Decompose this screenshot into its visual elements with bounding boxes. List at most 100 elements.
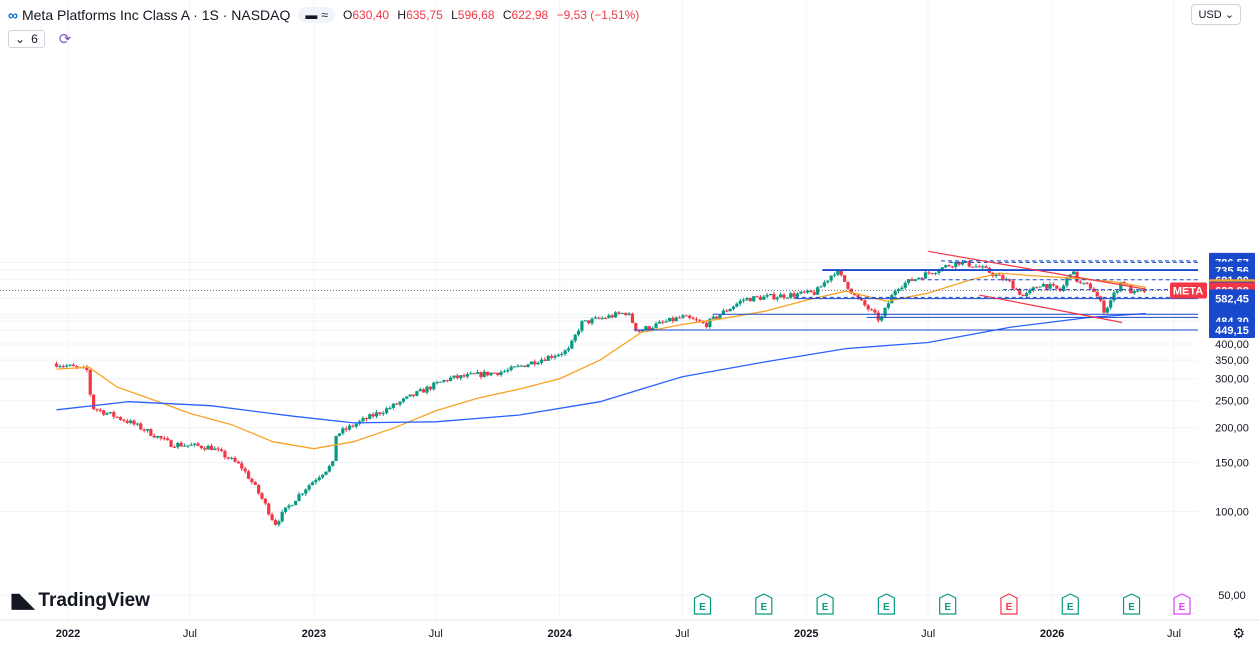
candle-body — [1129, 284, 1133, 294]
chevron-down-icon: ⌄ — [15, 32, 26, 46]
earnings-marker[interactable]: E — [1000, 593, 1018, 615]
candle-body — [765, 295, 769, 297]
earnings-marker[interactable]: E — [877, 593, 895, 615]
earnings-marker[interactable]: E — [693, 593, 712, 615]
candle-body — [1041, 284, 1045, 287]
candle-body — [849, 288, 853, 294]
candle-body — [472, 373, 476, 375]
candle-body — [135, 423, 139, 425]
candle-body — [539, 359, 544, 363]
candle-body — [368, 414, 372, 420]
earnings-marker[interactable]: E — [1122, 593, 1141, 615]
refresh-icon[interactable]: ⟳ — [58, 31, 72, 48]
price-tick-label: 50,00 — [1218, 590, 1246, 602]
gear-icon[interactable]: ⚙ — [1232, 625, 1245, 641]
candle-body — [347, 425, 352, 430]
time-tick-label: 2023 — [302, 628, 326, 640]
earnings-marker[interactable]: E — [755, 593, 773, 615]
candle-body — [145, 429, 150, 431]
candle-body — [704, 322, 709, 327]
candle-body — [947, 265, 951, 267]
candle-body — [826, 280, 830, 283]
candle-body — [149, 429, 153, 436]
candle-body — [896, 289, 901, 291]
chevron-down-icon: ⌄ — [1224, 9, 1234, 21]
candle-body — [1031, 287, 1035, 290]
candle-body — [758, 296, 763, 300]
candle-body — [839, 270, 843, 276]
candle-body — [273, 520, 278, 525]
candle-body — [752, 296, 756, 302]
time-axis: 2022 Jul 2023 Jul 2024 Jul 2025 Jul 2026 Jul — [0, 619, 1259, 640]
candle-body — [455, 375, 459, 379]
candle-body — [263, 498, 267, 504]
candle-body — [735, 303, 739, 307]
time-tick-label: 2026 — [1040, 628, 1064, 640]
candle-body — [226, 457, 230, 459]
candle-body — [779, 294, 783, 298]
candle-body — [728, 309, 732, 312]
earnings-marker-label: E — [883, 602, 890, 613]
candle-body — [981, 266, 985, 268]
indicators-toggle[interactable]: ⌄ 6 — [8, 30, 45, 48]
candle-body — [398, 401, 402, 405]
candle-body — [886, 303, 891, 308]
candle-body — [698, 320, 702, 322]
candle-body — [1112, 292, 1116, 301]
earnings-marker-label: E — [1006, 602, 1013, 613]
price-label-solid: 449,15 — [1209, 322, 1255, 339]
candle-body — [933, 272, 938, 274]
candle-body — [654, 323, 658, 328]
candle-body — [122, 419, 126, 421]
candle-body — [630, 313, 635, 323]
candle-body — [890, 295, 894, 304]
candle-body — [816, 287, 820, 295]
candle-body — [230, 457, 234, 459]
candle-body — [971, 266, 975, 268]
candle-body — [415, 391, 419, 396]
change-value: −9,53 (−1,51%) — [556, 8, 640, 22]
candle-body — [795, 293, 800, 297]
candle-body — [91, 394, 96, 410]
candle-body — [499, 371, 503, 375]
earnings-marker[interactable]: E — [816, 593, 834, 615]
symbol-title[interactable]: Meta Platforms Inc Class A · 1S · NASDAQ — [21, 7, 291, 23]
candle-body — [317, 477, 321, 481]
indicator-toolbar: ⌄ 6 ⟳ — [8, 30, 71, 48]
earnings-marker[interactable]: E — [1173, 593, 1191, 615]
currency-selector[interactable]: USD ⌄ — [1191, 4, 1241, 25]
candle-body — [651, 327, 655, 330]
candle-body — [1109, 300, 1113, 308]
candle-body — [927, 272, 931, 274]
candle-body — [334, 435, 338, 462]
candle-body — [944, 265, 948, 268]
candle-body — [657, 321, 661, 324]
candle-body — [644, 326, 648, 330]
tradingview-logo[interactable]: ▮◣ TradingView — [10, 588, 150, 613]
candle-body — [1028, 289, 1032, 294]
market-status-pill[interactable]: ▬ ≈ — [298, 7, 335, 23]
candle-body — [553, 356, 557, 358]
candle-body — [863, 300, 867, 306]
candle-body — [1078, 281, 1082, 283]
candle-body — [243, 468, 247, 472]
candle-body — [159, 436, 163, 439]
candle-body — [768, 294, 773, 296]
candle-body — [661, 321, 665, 323]
candle-body — [203, 448, 207, 450]
candle-body — [600, 317, 604, 319]
candle-body — [843, 275, 847, 282]
time-tick-label: Jul — [183, 628, 197, 640]
earnings-marker[interactable]: E — [1061, 593, 1079, 615]
candle-body — [832, 274, 837, 276]
candle-body — [98, 409, 102, 411]
candle-body — [805, 290, 810, 293]
candle-body — [401, 398, 406, 402]
candle-body — [910, 279, 914, 281]
time-tick-label: Jul — [429, 628, 443, 640]
candles — [54, 260, 1146, 527]
earnings-marker[interactable]: E — [939, 593, 957, 615]
candle-body — [708, 318, 712, 327]
